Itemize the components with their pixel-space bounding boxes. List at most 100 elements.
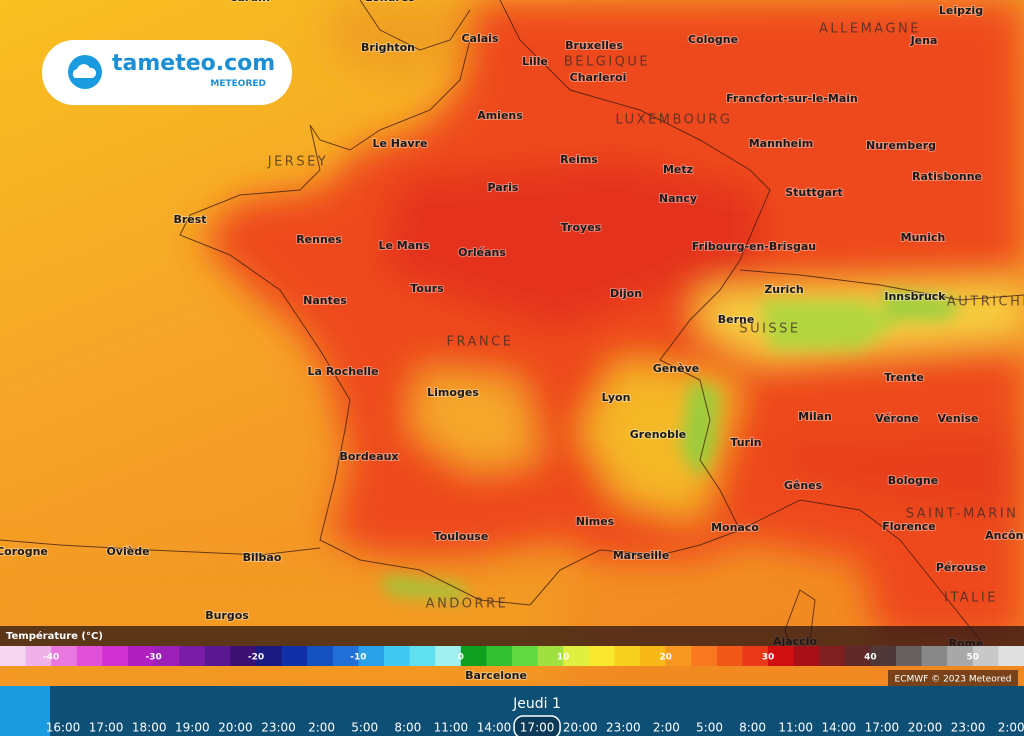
time-label[interactable]: 20:00 [218, 721, 253, 735]
scale-swatch [512, 646, 539, 666]
scale-swatch [281, 646, 308, 666]
city-label: Tours [410, 282, 444, 295]
city-label: Ancône [985, 529, 1024, 542]
city-label: Monaco [711, 521, 759, 534]
scale-tick-label: 30 [762, 653, 775, 663]
city-label: Grenoble [630, 428, 686, 441]
city-label: Toulouse [434, 530, 489, 543]
time-label[interactable]: 2:00 [308, 721, 335, 735]
time-label[interactable]: 16:00 [46, 721, 81, 735]
legend-title: Température (°C) [6, 630, 103, 642]
city-label: Innsbruck [884, 290, 946, 303]
color-scale: -40 -30 -20 -10 0 10 20 30 40 50 [0, 646, 1024, 666]
city-label: Milan [798, 410, 832, 423]
scale-swatch [768, 646, 795, 666]
city-label: Lyon [602, 391, 631, 404]
time-label[interactable]: 20:00 [563, 721, 598, 735]
scale-swatch [179, 646, 206, 666]
city-label: Nuremberg [866, 139, 936, 152]
time-label[interactable]: 8:00 [739, 721, 766, 735]
scale-swatch [537, 646, 564, 666]
scale-swatch [972, 646, 999, 666]
logo[interactable]: tameteo.com METEORED [42, 40, 292, 105]
scale-swatch [921, 646, 948, 666]
scale-tick-label: 20 [659, 653, 672, 663]
city-label: Stuttgart [785, 186, 843, 199]
city-label: Reims [560, 153, 598, 166]
scale-swatch [665, 646, 692, 666]
scale-tick-label: -20 [248, 653, 264, 663]
time-label[interactable]: 2:00 [998, 721, 1024, 735]
time-label[interactable]: 17:00 [865, 721, 900, 735]
city-label: Cardiff [229, 0, 271, 4]
scale-swatch [896, 646, 923, 666]
scale-swatch [0, 646, 27, 666]
city-label: Genève [653, 362, 699, 375]
scale-swatch [614, 646, 641, 666]
city-label: Cologne [688, 33, 738, 46]
timeline-times: 16:00 17:00 18:00 19:00 20:00 23:00 2:00 5:00 8:… [46, 715, 1024, 736]
scale-swatch [358, 646, 385, 666]
city-label: Nimes [576, 515, 615, 528]
scale-swatch [128, 646, 155, 666]
time-label[interactable]: 17:00 [89, 721, 124, 735]
city-label: Jena [910, 34, 938, 47]
city-label: Turin [730, 436, 761, 449]
time-label[interactable]: 11:00 [434, 721, 469, 735]
city-label: Rennes [296, 233, 342, 246]
selected-time[interactable] [513, 715, 561, 736]
scale-swatch [947, 646, 974, 666]
legend: Température (°C) -40 -30 -20 -10 0 10 20 30 40 50 [0, 626, 1024, 666]
city-label: Troyes [561, 221, 602, 234]
scale-swatch [486, 646, 513, 666]
city-label: Le Mans [378, 239, 429, 252]
scale-swatch [563, 646, 590, 666]
scale-swatch [153, 646, 180, 666]
scale-tick-label: 10 [557, 653, 570, 663]
time-label[interactable]: 5:00 [351, 721, 378, 735]
city-label: Paris [488, 181, 519, 194]
timeline-bar [0, 686, 1024, 736]
scale-tick-label: -30 [145, 653, 161, 663]
country-label: LUXEMBOURG [616, 113, 733, 128]
city-label: Trente [884, 371, 924, 384]
time-label[interactable]: 23:00 [951, 721, 986, 735]
scale-swatch [870, 646, 897, 666]
time-label[interactable]: 23:00 [261, 721, 296, 735]
map-background [0, 0, 1024, 686]
time-label[interactable]: 23:00 [606, 721, 641, 735]
scale-swatch [409, 646, 436, 666]
time-label[interactable]: 14:00 [477, 721, 512, 735]
country-label: AUTRICHE [947, 295, 1024, 310]
time-label[interactable]: 14:00 [822, 721, 857, 735]
time-label[interactable]: 18:00 [132, 721, 167, 735]
scale-swatch [332, 646, 359, 666]
time-label[interactable]: 5:00 [696, 721, 723, 735]
scale-swatch [460, 646, 487, 666]
time-label[interactable]: 17:00 [520, 721, 555, 735]
time-label[interactable]: 11:00 [778, 721, 813, 735]
time-label[interactable]: 8:00 [394, 721, 421, 735]
credit: ECMWF © 2023 Meteored [895, 675, 1012, 685]
logo-tagline: METEORED [210, 79, 266, 89]
city-label: Marseille [613, 549, 670, 562]
time-label[interactable]: 2:00 [653, 721, 680, 735]
city-label: Florence [882, 520, 936, 533]
scale-swatch [742, 646, 769, 666]
timeline: Jeudi 1 16:00 17:00 18:00 19:00 20:00 23:00 2:… [0, 686, 1024, 736]
time-label[interactable]: 20:00 [908, 721, 943, 735]
logo-badge[interactable] [42, 40, 292, 105]
city-label: Londres [365, 0, 415, 4]
scale-swatch [76, 646, 103, 666]
city-label: Calais [461, 32, 498, 45]
country-label: SAINT-MARIN [906, 507, 1019, 522]
city-label: Ratisbonne [912, 170, 982, 183]
city-label: Bilbao [243, 551, 282, 564]
logo-cloud [72, 64, 97, 78]
city-label: Bruxelles [565, 39, 623, 52]
city-label: Bologne [888, 474, 938, 487]
timeline-start[interactable] [0, 686, 50, 736]
country-label: ANDORRE [426, 597, 509, 612]
time-label[interactable]: 19:00 [175, 721, 210, 735]
city-label: Limoges [427, 386, 479, 399]
